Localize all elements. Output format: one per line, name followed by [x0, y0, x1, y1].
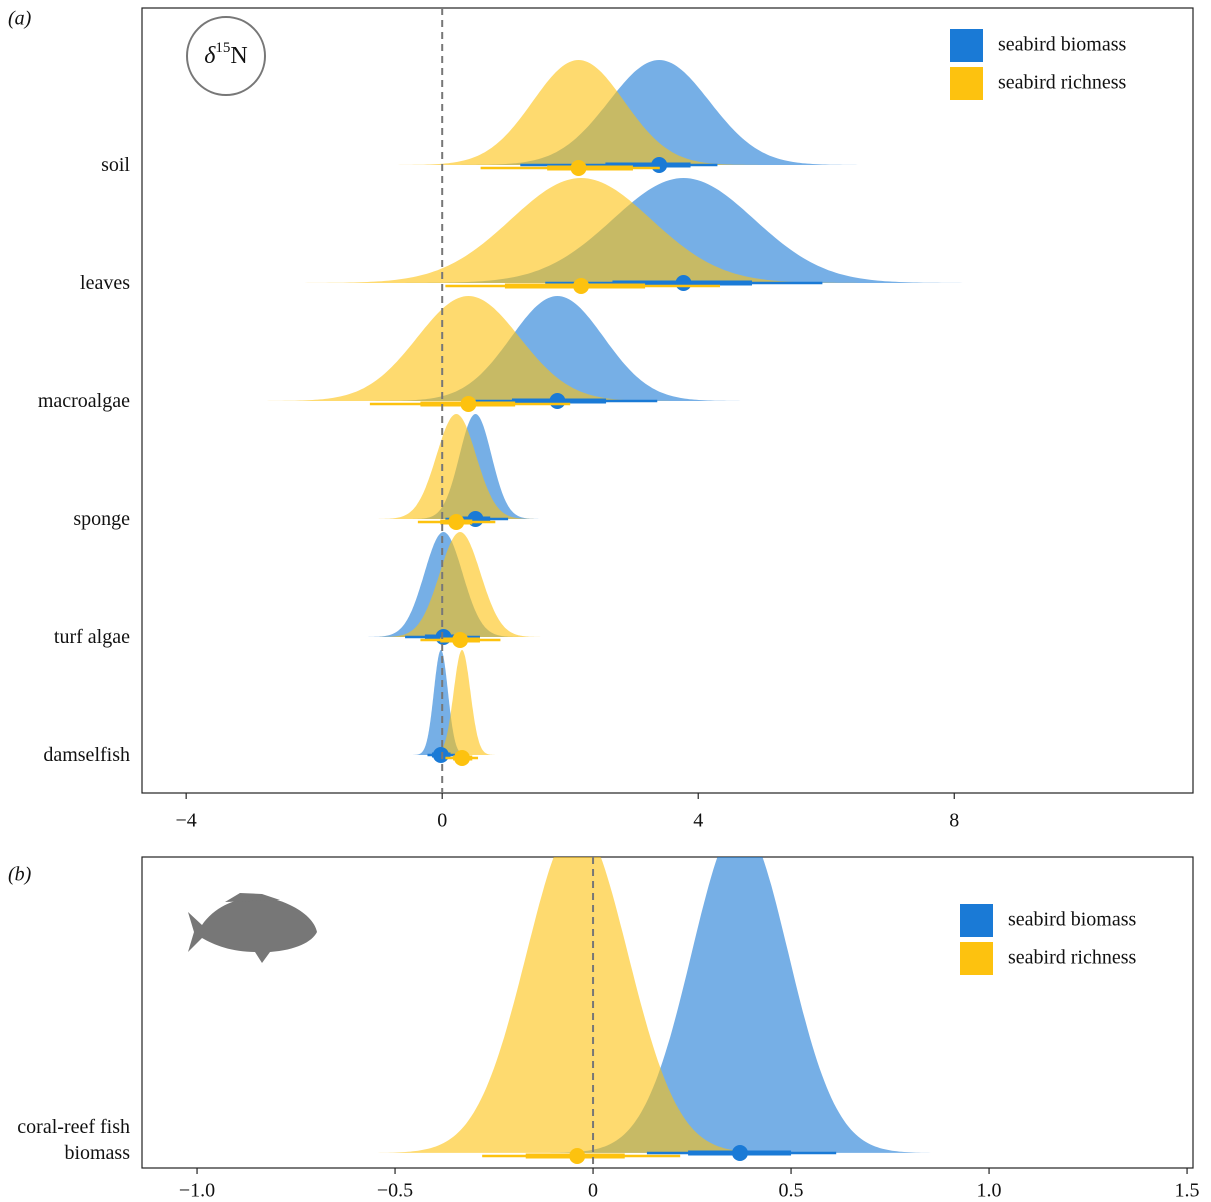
category-label: turf algae — [53, 626, 130, 648]
plot-layer — [375, 857, 934, 1164]
point-estimate — [651, 157, 668, 173]
density — [300, 178, 862, 283]
annotation-circle — [186, 16, 266, 96]
legend-swatch — [960, 904, 993, 937]
point-estimate — [467, 511, 484, 527]
category-label: soil — [101, 154, 130, 176]
isotope-element: N — [230, 43, 247, 69]
x-tick-label: 0 — [437, 810, 447, 832]
density — [378, 532, 542, 637]
density — [458, 60, 861, 165]
density — [400, 178, 967, 283]
density — [264, 296, 673, 401]
density — [371, 296, 743, 401]
plot-frame — [141, 856, 1194, 1169]
density — [377, 414, 536, 519]
category-label: macroalgae — [37, 390, 130, 412]
legend-swatch — [950, 29, 983, 62]
density — [546, 857, 934, 1153]
point-estimate — [454, 750, 471, 766]
point-estimate — [460, 396, 477, 412]
legend-swatch — [960, 942, 993, 975]
density — [412, 650, 469, 755]
legend-label: seabird biomass — [998, 34, 1127, 56]
x-tick-label: −1.0 — [179, 1180, 215, 1202]
category-label: sponge — [73, 508, 130, 530]
density — [375, 857, 780, 1153]
point-estimate — [452, 632, 469, 648]
point-estimate — [435, 629, 452, 645]
x-tick-label: −4 — [176, 810, 197, 832]
point-estimate — [573, 278, 590, 294]
point-estimate — [675, 275, 692, 291]
plot-frame — [141, 7, 1194, 794]
density — [428, 650, 496, 755]
x-tick-label: 1.5 — [1175, 1180, 1200, 1202]
panel-label: (a) — [8, 8, 32, 30]
category-label: damselfish — [43, 744, 130, 766]
category-label: leaves — [80, 272, 130, 294]
x-tick-label: 0.5 — [779, 1180, 804, 1202]
legend-label: seabird richness — [1008, 947, 1137, 969]
point-estimate — [448, 514, 465, 530]
fish-icon — [188, 893, 317, 963]
x-tick-label: −0.5 — [377, 1180, 413, 1202]
isotope-symbol: δ — [204, 43, 216, 69]
x-tick-label: 4 — [693, 810, 703, 832]
point-estimate — [731, 1145, 748, 1161]
x-tick-label: 1.0 — [977, 1180, 1002, 1202]
point-estimate — [569, 1148, 586, 1164]
point-estimate — [432, 747, 449, 763]
point-estimate — [570, 160, 587, 176]
x-tick-label: 0 — [588, 1180, 598, 1202]
x-tick-label: 8 — [949, 810, 959, 832]
isotope-label: δ15N — [204, 40, 248, 68]
legend-label: seabird biomass — [1008, 909, 1137, 931]
isotope-mass: 15 — [215, 40, 230, 56]
density — [395, 60, 762, 165]
panel-label: (b) — [8, 864, 32, 886]
plot-layer — [264, 60, 967, 766]
legend-swatch — [950, 67, 983, 100]
category-label: coral-reef fish biomass — [17, 1116, 130, 1164]
legend-label: seabird richness — [998, 72, 1127, 94]
point-estimate — [549, 393, 566, 409]
